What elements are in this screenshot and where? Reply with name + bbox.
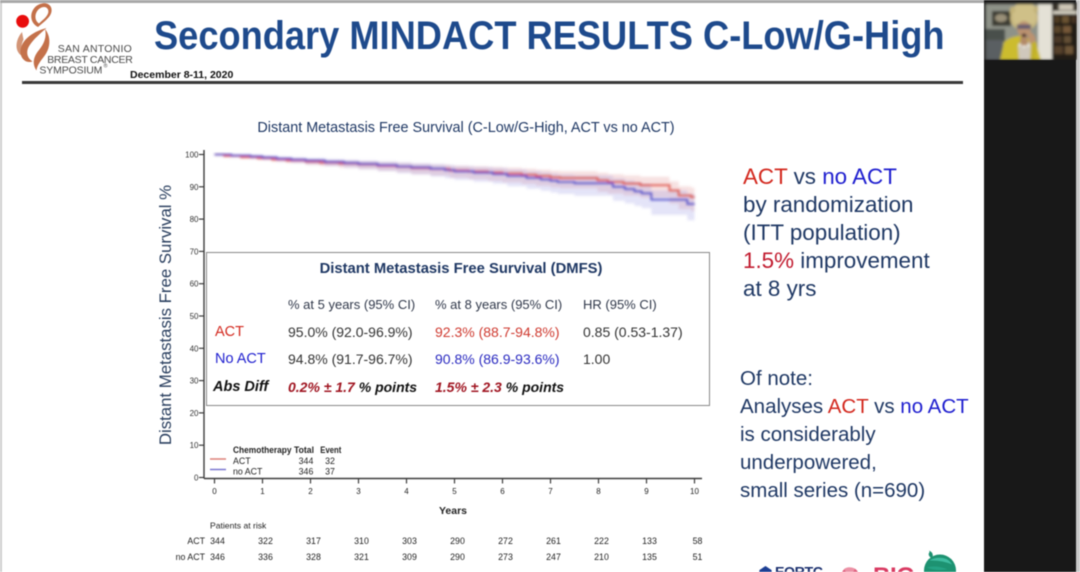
svg-text:20: 20 (190, 409, 199, 418)
svg-text:70: 70 (190, 247, 199, 256)
svg-text:51: 51 (693, 552, 703, 562)
svg-text:3: 3 (356, 487, 361, 496)
svg-text:0: 0 (212, 487, 217, 496)
svg-text:BREAST CANCER: BREAST CANCER (47, 54, 133, 66)
svg-text:Years: Years (439, 505, 467, 517)
svg-text:Event: Event (320, 445, 341, 455)
svg-text:133: 133 (642, 536, 657, 546)
svg-text:BIG: BIG (873, 563, 915, 572)
svg-text:®: ® (104, 63, 108, 70)
svg-text:Distant Metastasis Free Surviv: Distant Metastasis Free Survival % (156, 185, 175, 445)
svg-text:261: 261 (546, 536, 561, 546)
svg-text:ACT: ACT (187, 536, 205, 546)
svg-text:1: 1 (260, 487, 265, 496)
svg-text:50: 50 (190, 312, 199, 321)
svg-text:90: 90 (190, 183, 199, 192)
svg-text:4: 4 (404, 487, 409, 496)
svg-text:344: 344 (299, 456, 314, 466)
svg-text:321: 321 (354, 552, 369, 562)
svg-text:135: 135 (642, 552, 657, 562)
svg-text:344: 344 (210, 536, 225, 546)
svg-text:32: 32 (325, 456, 335, 466)
svg-text:346: 346 (210, 552, 225, 562)
svg-text:SAN ANTONIO: SAN ANTONIO (58, 43, 132, 55)
svg-text:10: 10 (690, 487, 699, 496)
svg-text:2: 2 (308, 487, 313, 496)
svg-text:303: 303 (402, 536, 417, 546)
svg-text:Patients at risk: Patients at risk (210, 521, 267, 531)
svg-text:no ACT: no ACT (233, 467, 263, 477)
svg-text:273: 273 (498, 552, 513, 562)
svg-text:222: 222 (594, 536, 609, 546)
svg-text:7: 7 (548, 487, 553, 496)
svg-text:10: 10 (190, 441, 199, 450)
svg-text:247: 247 (546, 552, 561, 562)
svg-text:9: 9 (644, 487, 649, 496)
svg-text:ACT: ACT (233, 456, 251, 466)
svg-text:100: 100 (185, 151, 199, 160)
svg-text:30: 30 (190, 377, 199, 386)
svg-text:60: 60 (190, 280, 199, 289)
svg-text:290: 290 (450, 536, 465, 546)
svg-text:SYMPOSIUM: SYMPOSIUM (39, 64, 102, 76)
svg-text:6: 6 (500, 487, 505, 496)
svg-text:40: 40 (190, 344, 199, 353)
svg-text:58: 58 (693, 536, 703, 546)
svg-text:80: 80 (190, 215, 199, 224)
svg-text:290: 290 (450, 552, 465, 562)
svg-text:37: 37 (325, 467, 335, 477)
svg-text:336: 336 (258, 552, 273, 562)
svg-text:210: 210 (594, 552, 609, 562)
svg-text:310: 310 (354, 536, 369, 546)
svg-text:no ACT: no ACT (176, 552, 206, 562)
svg-text:Distant Metastasis Free Surviv: Distant Metastasis Free Survival (C-Low/… (257, 120, 674, 136)
svg-text:328: 328 (306, 552, 321, 562)
svg-text:317: 317 (306, 536, 321, 546)
svg-text:322: 322 (258, 536, 273, 546)
svg-text:EORTC: EORTC (775, 565, 823, 572)
svg-text:272: 272 (498, 536, 513, 546)
svg-text:8: 8 (596, 487, 601, 496)
svg-text:Chemotherapy: Chemotherapy (233, 445, 292, 455)
svg-text:0: 0 (194, 474, 199, 483)
svg-text:309: 309 (402, 552, 417, 562)
svg-text:346: 346 (299, 467, 314, 477)
svg-text:Total: Total (294, 445, 314, 455)
svg-text:5: 5 (452, 487, 457, 496)
